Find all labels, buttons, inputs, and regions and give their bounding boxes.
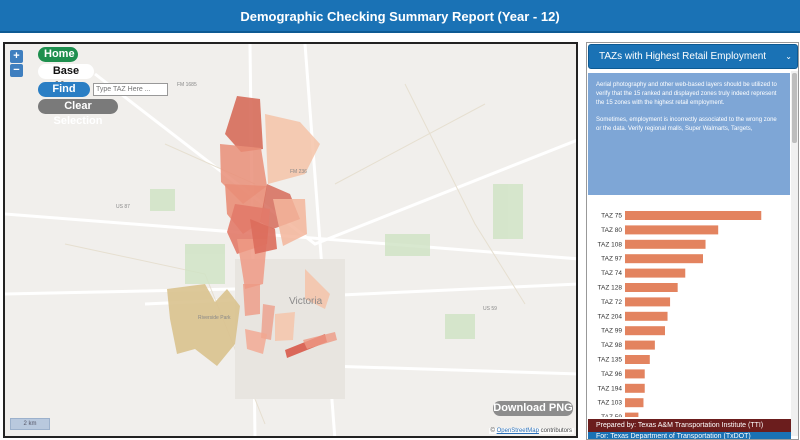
prepared-for-footer: For: Texas Department of Transportation … [588, 432, 791, 439]
map-attribution: © OpenStreetMap contributors [488, 428, 574, 434]
taz-polygons [220, 96, 337, 358]
zoom-in-button[interactable]: + [10, 50, 23, 63]
y-tick-label: TAZ 80 [601, 227, 622, 234]
info-paragraph: Aerial photography and other web-based l… [596, 82, 777, 106]
chevron-down-icon: ⌄ [785, 52, 792, 61]
osm-link[interactable]: OpenStreetMap [496, 428, 539, 434]
y-tick-label: TAZ 98 [601, 342, 622, 349]
y-tick-label: TAZ 135 [598, 357, 623, 364]
y-tick-label: TAZ 74 [601, 270, 622, 277]
y-tick-label: TAZ 96 [601, 371, 622, 378]
bar[interactable] [625, 383, 645, 393]
retail-employment-chart: TAZ 75 TAZ 80 TAZ 108 TAZ 97 TAZ 74 TAZ 128 TA… [598, 211, 762, 417]
basemap-button[interactable]: Base Map [38, 64, 94, 92]
bar[interactable] [625, 254, 703, 264]
info-paragraph: Sometimes, employment is incorrectly ass… [596, 117, 777, 132]
road-label: US 87 [116, 204, 130, 210]
bar[interactable] [625, 268, 686, 278]
bar[interactable] [625, 340, 655, 350]
scrollbar-thumb[interactable] [792, 73, 797, 143]
home-button[interactable]: Home [38, 47, 78, 62]
road-label: FM 236 [290, 169, 307, 175]
y-tick-label: TAZ 99 [601, 328, 622, 335]
y-tick-label: TAZ 204 [598, 313, 623, 320]
y-tick-label: TAZ 108 [598, 241, 623, 248]
bar[interactable] [625, 355, 650, 364]
park-label: Riverside Park [198, 315, 231, 321]
bar[interactable] [625, 211, 762, 220]
bar[interactable] [625, 225, 719, 235]
zoom-out-button[interactable]: − [10, 64, 23, 77]
taz-search-input[interactable] [93, 83, 168, 96]
map-canvas[interactable] [5, 44, 578, 438]
panel-scrollbar[interactable] [791, 71, 798, 436]
map-scale-bar: 2 km [10, 418, 50, 430]
info-box: Aerial photography and other web-based l… [588, 73, 790, 195]
bar[interactable] [625, 283, 678, 292]
bar[interactable] [625, 297, 671, 307]
park-polygon [167, 284, 240, 366]
road-label: US 59 [483, 306, 497, 312]
y-tick-label: TAZ 128 [598, 285, 623, 292]
bar[interactable] [625, 412, 639, 417]
city-label: Victoria [289, 296, 323, 307]
y-tick-label: TAZ 75 [601, 213, 622, 220]
download-png-button[interactable]: Download PNG [493, 401, 573, 416]
attribution-suffix: contributors [540, 428, 572, 434]
bar[interactable] [625, 398, 644, 408]
y-tick-label: TAZ 194 [598, 385, 623, 392]
map-panel[interactable]: FM 1685 US 87 FM 236 US 59 Victoria Rive… [3, 42, 578, 438]
y-tick-label: TAZ 97 [601, 256, 622, 263]
bar[interactable] [625, 369, 645, 379]
clear-selection-button[interactable]: Clear Selection [38, 99, 118, 127]
page-title: Demographic Checking Summary Report (Yea… [240, 9, 560, 24]
app-header: Demographic Checking Summary Report (Yea… [0, 0, 800, 33]
side-panel: TAZs with Highest Retail Employment ⌄ Ae… [586, 42, 799, 440]
chart-type-dropdown[interactable]: TAZs with Highest Retail Employment ⌄ [588, 44, 798, 69]
prepared-by-footer: Prepared by: Texas A&M Transportation In… [588, 419, 791, 432]
y-tick-label: TAZ 103 [598, 400, 623, 407]
bar[interactable] [625, 239, 706, 249]
dropdown-label: TAZs with Highest Retail Employment [599, 51, 767, 62]
bar[interactable] [625, 326, 665, 336]
y-tick-label: TAZ 72 [601, 299, 622, 306]
find-taz-button[interactable]: Find TAZ [38, 82, 90, 110]
bar[interactable] [625, 311, 668, 321]
green-areas [150, 184, 523, 339]
road-label: FM 1685 [177, 82, 197, 88]
y-tick-label: TAZ 59 [601, 414, 622, 417]
